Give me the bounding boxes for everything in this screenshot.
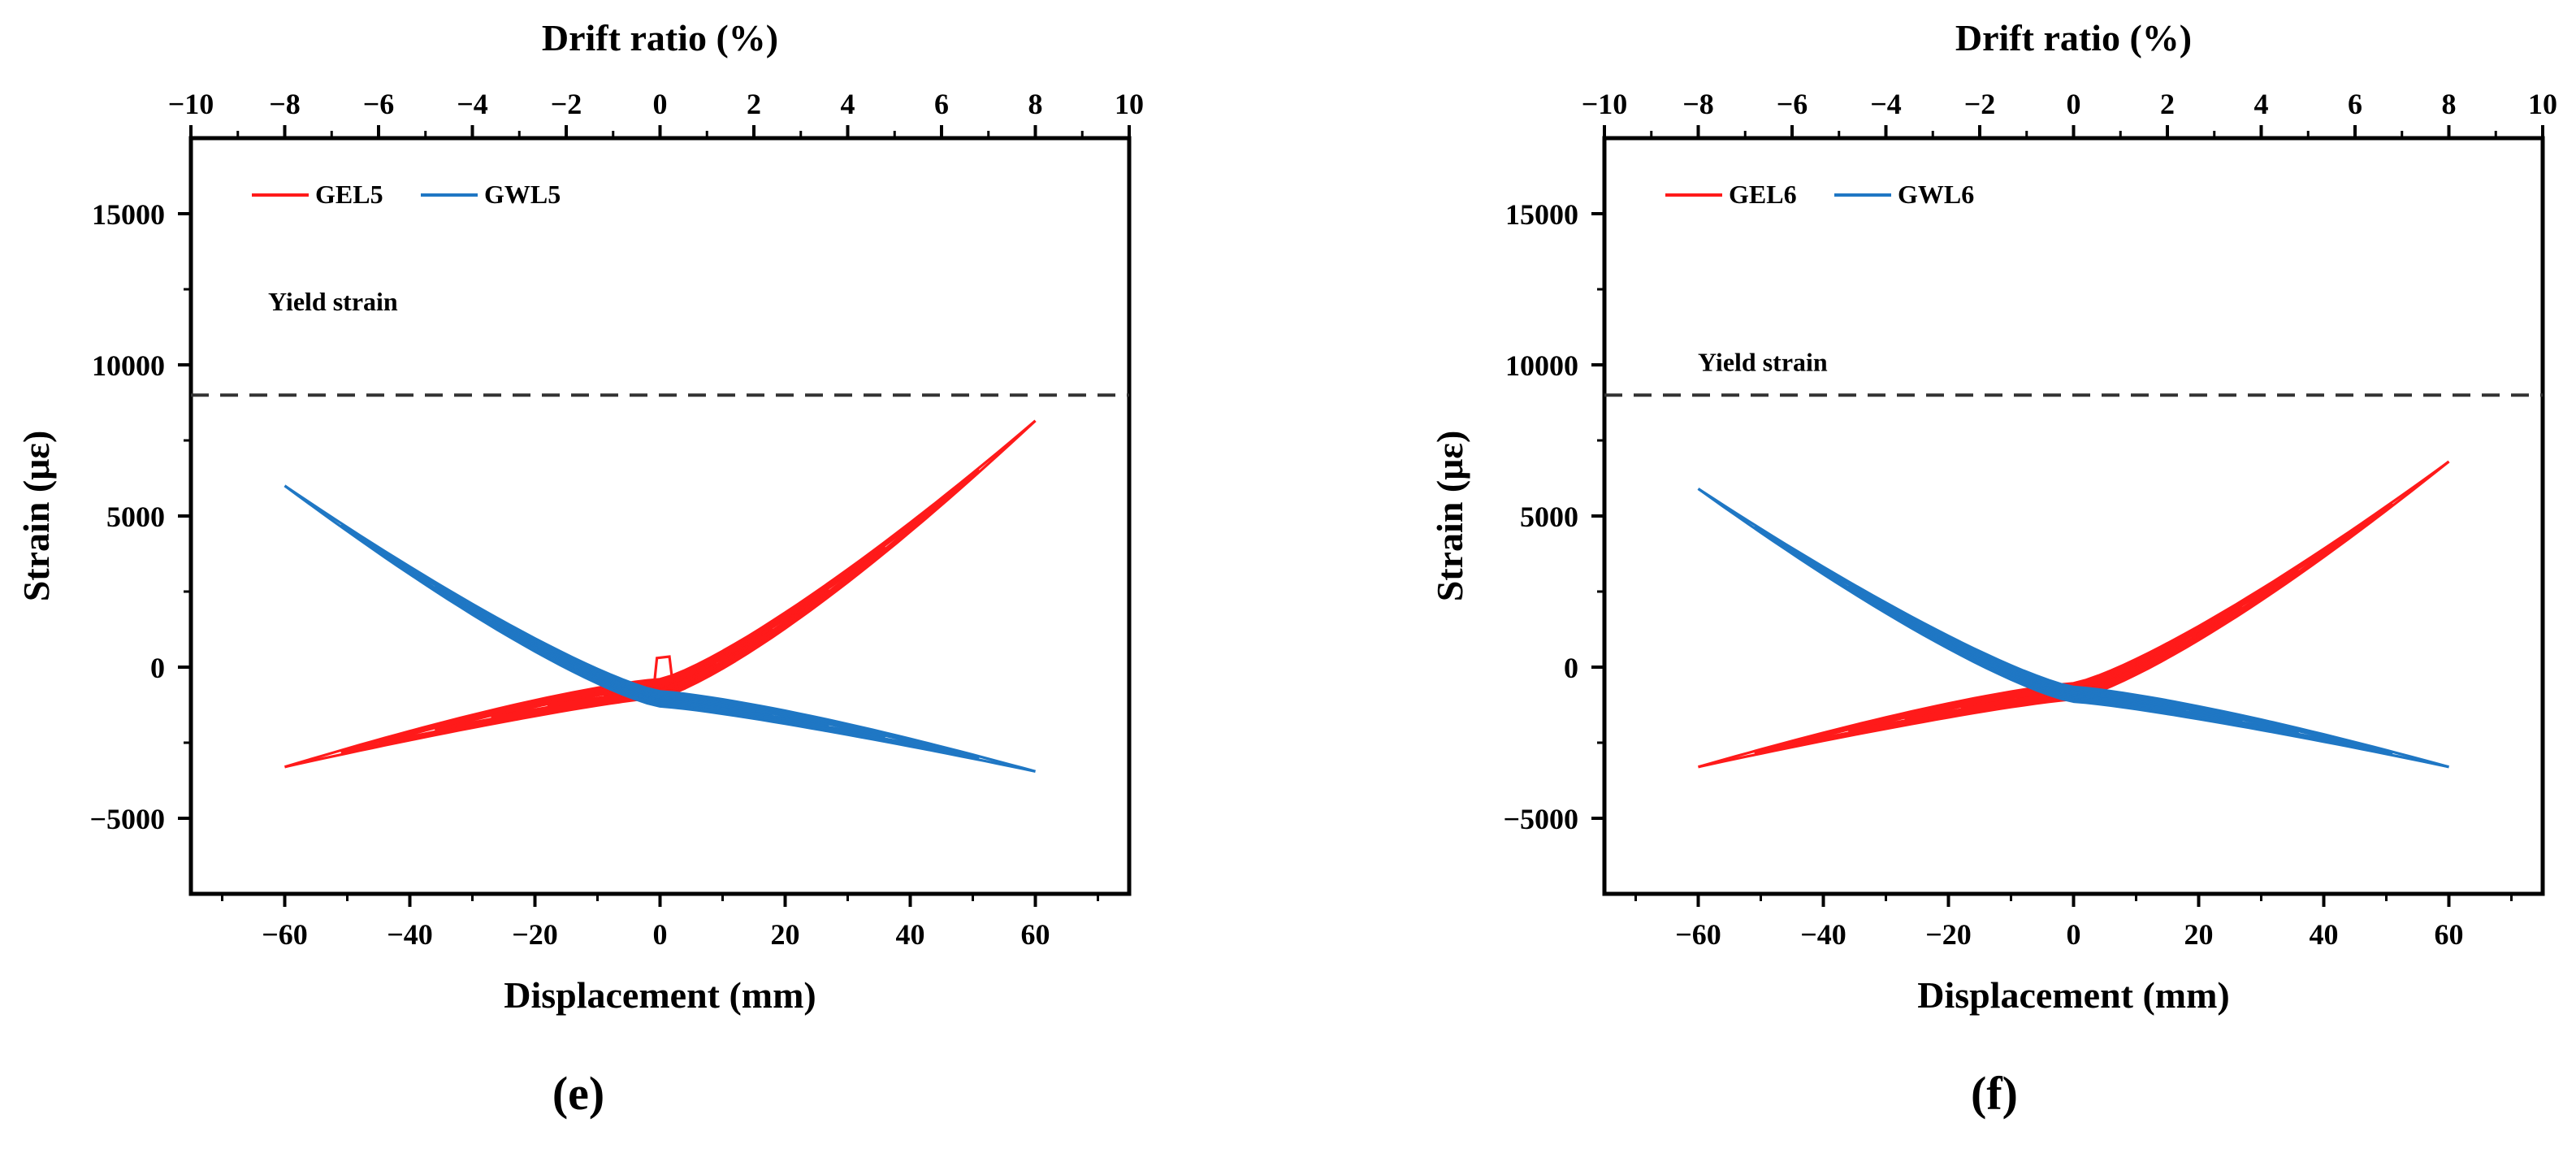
x2-tick-label: −10 — [168, 88, 214, 120]
yield-strain-label: Yield strain — [268, 287, 398, 316]
x-tick-label: −20 — [1925, 918, 1972, 951]
x-tick-label: 20 — [771, 918, 800, 951]
series-gel6-loop — [1698, 460, 2450, 769]
legend-label-gel5: GEL5 — [315, 180, 383, 209]
x-tick-label: 0 — [2067, 918, 2081, 951]
series-gwl6 — [1697, 488, 2449, 769]
series-gel6-loop — [1791, 530, 2356, 746]
yield-strain-label: Yield strain — [1698, 347, 1828, 376]
y-tick-label: 15000 — [92, 198, 165, 231]
y-tick-label: −5000 — [1503, 803, 1578, 835]
x-tick-label: 40 — [896, 918, 925, 951]
x2-tick-label: 6 — [934, 88, 949, 120]
x-tick-label: 0 — [653, 918, 668, 951]
x2-tick-label: −8 — [269, 88, 301, 120]
series-gel6-loop — [1847, 569, 2300, 733]
x-tick-label: 40 — [2310, 918, 2339, 951]
x2-tick-label: 10 — [1115, 88, 1144, 120]
series-gwl6-loop — [1753, 525, 2393, 755]
y-tick-label: 10000 — [92, 349, 165, 382]
series-gwl5-loop — [340, 523, 980, 760]
legend-label-gwl5: GWL5 — [484, 180, 561, 209]
series-gel6-loop — [1754, 502, 2394, 755]
series-gwl6-loop — [1791, 549, 2356, 747]
x-tick-label: 60 — [2435, 918, 2464, 951]
x2-tick-label: 4 — [2254, 88, 2269, 120]
x2-tick-label: 0 — [2067, 88, 2081, 120]
chart-panel-f: −60 −40 −20 0 20 40 60−10 −8 −6 −4 −2 0 2 4 6 8 10−50000… — [1429, 17, 2557, 1120]
x2-tick-label: −6 — [363, 88, 395, 120]
y-tick-label: 0 — [1564, 652, 1578, 684]
curves-group — [1697, 460, 2450, 769]
x2-axis-title: Drift ratio (%) — [1955, 17, 2192, 59]
x-tick-label: −40 — [1800, 918, 1846, 951]
y-tick-label: 15000 — [1505, 198, 1578, 231]
series-gel6-loop — [1847, 569, 2300, 733]
plot-frame — [1602, 136, 2545, 896]
legend-label-gel6: GEL6 — [1729, 180, 1797, 209]
y-tick-label: 5000 — [1520, 501, 1578, 533]
series-gwl6-loop — [1791, 549, 2356, 747]
x2-tick-label: 0 — [653, 88, 668, 120]
y-tick-label: 0 — [150, 652, 165, 684]
x2-tick-label: 4 — [841, 88, 855, 120]
series-gwl5-loop — [340, 523, 980, 760]
panel-label: (f) — [1971, 1067, 2018, 1120]
series-gwl6-loop — [1753, 525, 2393, 755]
x-tick-label: 20 — [2184, 918, 2214, 951]
series-gel5-loop — [284, 419, 1037, 769]
series-gwl6-loop — [1697, 488, 2449, 769]
x2-tick-label: −2 — [551, 88, 582, 120]
x2-tick-label: −2 — [1964, 88, 1996, 120]
y-axis-title: Strain (με) — [1429, 431, 1470, 602]
series-gel6-loop — [1791, 530, 2356, 746]
series-gel5-loop — [284, 419, 1037, 769]
y-axis-title: Strain (με) — [15, 431, 57, 602]
x2-tick-label: −4 — [1870, 88, 1902, 120]
series-gel6-loop — [1754, 502, 2394, 755]
x2-tick-label: 8 — [2442, 88, 2457, 120]
series-gwl5 — [284, 484, 1036, 773]
x2-tick-label: 8 — [1028, 88, 1043, 120]
x2-axis-title: Drift ratio (%) — [542, 17, 778, 59]
x-tick-label: −20 — [512, 918, 558, 951]
legend: GEL6 GWL6 — [1665, 180, 1974, 209]
x2-tick-label: 2 — [2160, 88, 2175, 120]
series-gel5-loop — [340, 469, 981, 754]
series-gwl5-loop — [284, 484, 1036, 773]
legend: GEL5 GWL5 — [252, 180, 561, 209]
curves-group — [284, 419, 1037, 773]
x-tick-label: −60 — [1675, 918, 1721, 951]
x-tick-label: −40 — [387, 918, 433, 951]
x2-tick-label: 2 — [747, 88, 761, 120]
y-tick-label: 5000 — [106, 501, 165, 533]
series-gel6 — [1698, 460, 2450, 769]
x2-tick-label: −8 — [1682, 88, 1714, 120]
series-gel5-spike — [652, 655, 674, 689]
series-gel5-loop — [491, 588, 830, 719]
series-gel5-loop — [340, 469, 981, 754]
series-gwl5-loop — [284, 484, 1036, 773]
series-gel6-loop — [1698, 460, 2450, 769]
x2-tick-label: −10 — [1582, 88, 1628, 120]
x2-tick-label: 6 — [2348, 88, 2362, 120]
chart-panel-e: −60 −40 −20 0 20 40 60−10 −8 −6 −4 −2 0 2 4 6 8 10−50000… — [15, 17, 1144, 1120]
series-gel5 — [284, 419, 1037, 769]
series-gel5-loop — [434, 545, 886, 731]
panel-label: (e) — [552, 1067, 604, 1120]
x-axis-title: Displacement (mm) — [504, 974, 816, 1016]
x-tick-label: −60 — [262, 918, 308, 951]
series-gwl6-loop — [1697, 488, 2449, 769]
x2-tick-label: 10 — [2528, 88, 2557, 120]
x2-tick-label: −6 — [1777, 88, 1808, 120]
y-tick-label: −5000 — [89, 803, 165, 835]
x-tick-label: 60 — [1021, 918, 1050, 951]
legend-label-gwl6: GWL6 — [1898, 180, 1974, 209]
x-axis-title: Displacement (mm) — [1917, 974, 2230, 1016]
y-tick-label: 10000 — [1505, 349, 1578, 382]
x2-tick-label: −4 — [457, 88, 488, 120]
